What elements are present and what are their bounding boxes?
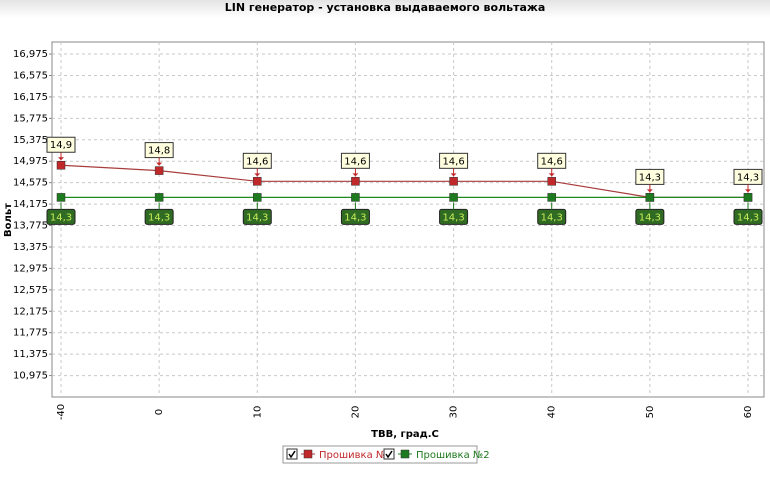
- x-tick-label: 50: [645, 406, 656, 419]
- y-tick-label: 11,775: [13, 328, 48, 339]
- y-axis-title: Вольт: [3, 203, 14, 237]
- y-tick-label: 13,375: [13, 242, 48, 253]
- label-arrow: [58, 157, 64, 161]
- label-arrow: [646, 189, 653, 193]
- value-label: 14,3: [737, 212, 759, 223]
- value-label: 14,3: [246, 212, 268, 223]
- label-arrow: [548, 173, 555, 177]
- label-arrow: [254, 173, 261, 177]
- marker: [351, 177, 360, 186]
- legend-label: Прошивка №2: [416, 450, 490, 461]
- marker: [253, 177, 262, 186]
- value-label: 14,3: [737, 172, 759, 183]
- y-tick-label: 16,975: [13, 49, 48, 60]
- value-label: 14,3: [344, 212, 366, 223]
- value-label: 14,6: [246, 156, 268, 167]
- value-label: 14,3: [50, 212, 72, 223]
- marker: [743, 193, 753, 202]
- label-arrow: [745, 189, 751, 193]
- legend-label: Прошивка №1: [319, 450, 393, 461]
- y-tick-label: 10,975: [13, 371, 48, 382]
- y-tick-label: 15,775: [13, 113, 48, 124]
- y-tick-label: 14,575: [13, 178, 48, 189]
- value-label: 14,3: [639, 212, 661, 223]
- value-label: 14,3: [442, 212, 464, 223]
- y-tick-label: 14,175: [13, 199, 48, 210]
- y-tick-label: 16,175: [13, 92, 48, 103]
- y-tick-label: 12,575: [13, 285, 48, 296]
- x-tick-label: -40: [56, 404, 67, 420]
- marker: [547, 177, 556, 186]
- legend-checkbox[interactable]: [286, 448, 298, 460]
- label-arrow: [352, 173, 359, 177]
- y-tick-label: 11,375: [13, 349, 48, 360]
- y-tick-label: 15,375: [13, 135, 48, 146]
- marker: [56, 193, 66, 202]
- x-tick-label: 10: [252, 406, 263, 419]
- legend-marker: [303, 449, 313, 459]
- label-arrow: [156, 162, 163, 166]
- marker: [449, 177, 458, 186]
- y-tick-label: 13,775: [13, 221, 48, 232]
- label-arrow: [450, 173, 457, 177]
- x-tick-label: 0: [154, 409, 165, 415]
- legend: [282, 445, 478, 464]
- value-label: 14,3: [639, 172, 661, 183]
- value-label: 14,6: [442, 156, 464, 167]
- y-tick-label: 12,175: [13, 306, 48, 317]
- value-label: 14,6: [344, 156, 366, 167]
- x-tick-label: 20: [350, 406, 361, 419]
- value-label: 14,8: [148, 146, 170, 157]
- title-bar: [0, 0, 770, 18]
- marker: [56, 160, 66, 170]
- legend-check[interactable]: [385, 450, 393, 459]
- y-tick-label: 14,975: [13, 156, 48, 167]
- marker: [154, 166, 164, 175]
- x-tick-label: 30: [449, 406, 460, 419]
- chart-title: LIN генератор - установка выдаваемого во…: [225, 1, 546, 14]
- value-label: 14,3: [541, 212, 563, 223]
- value-label: 14,9: [50, 140, 72, 151]
- legend-checkbox[interactable]: [383, 448, 395, 460]
- x-axis-title: ТВВ, град.С: [371, 429, 439, 440]
- x-tick-label: 40: [547, 406, 558, 419]
- legend-check[interactable]: [288, 450, 296, 459]
- marker: [547, 193, 556, 202]
- marker: [351, 193, 360, 202]
- marker: [253, 193, 262, 202]
- value-label: 14,6: [541, 156, 563, 167]
- y-tick-label: 12,975: [13, 263, 48, 274]
- marker: [154, 193, 164, 202]
- x-tick-label: 60: [743, 406, 754, 419]
- value-label: 14,3: [148, 212, 170, 223]
- series-line: [60, 164, 748, 198]
- marker: [645, 193, 655, 202]
- legend-marker: [400, 449, 410, 459]
- y-tick-label: 16,575: [13, 70, 48, 81]
- marker: [449, 193, 458, 202]
